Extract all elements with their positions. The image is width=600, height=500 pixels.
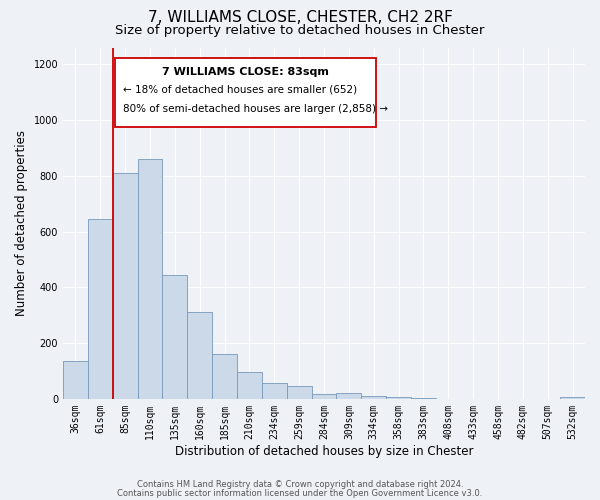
Text: Contains public sector information licensed under the Open Government Licence v3: Contains public sector information licen… <box>118 488 482 498</box>
Bar <box>386 398 411 399</box>
Bar <box>287 386 311 399</box>
Bar <box>137 159 163 399</box>
Text: Size of property relative to detached houses in Chester: Size of property relative to detached ho… <box>115 24 485 37</box>
Bar <box>187 312 212 399</box>
Bar <box>337 394 361 399</box>
Y-axis label: Number of detached properties: Number of detached properties <box>15 130 28 316</box>
FancyBboxPatch shape <box>115 58 376 126</box>
Bar <box>212 354 237 399</box>
X-axis label: Distribution of detached houses by size in Chester: Distribution of detached houses by size … <box>175 444 473 458</box>
Text: 7, WILLIAMS CLOSE, CHESTER, CH2 2RF: 7, WILLIAMS CLOSE, CHESTER, CH2 2RF <box>148 10 452 25</box>
Text: 7 WILLIAMS CLOSE: 83sqm: 7 WILLIAMS CLOSE: 83sqm <box>162 67 329 77</box>
Text: ← 18% of detached houses are smaller (652): ← 18% of detached houses are smaller (65… <box>123 84 357 94</box>
Bar <box>311 394 337 399</box>
Bar <box>560 398 585 399</box>
Text: 80% of semi-detached houses are larger (2,858) →: 80% of semi-detached houses are larger (… <box>123 104 388 114</box>
Bar <box>88 219 113 399</box>
Text: Contains HM Land Registry data © Crown copyright and database right 2024.: Contains HM Land Registry data © Crown c… <box>137 480 463 489</box>
Bar <box>163 275 187 399</box>
Bar <box>361 396 386 399</box>
Bar <box>411 398 436 399</box>
Bar <box>113 173 137 399</box>
Bar <box>63 361 88 399</box>
Bar <box>237 372 262 399</box>
Bar <box>262 384 287 399</box>
